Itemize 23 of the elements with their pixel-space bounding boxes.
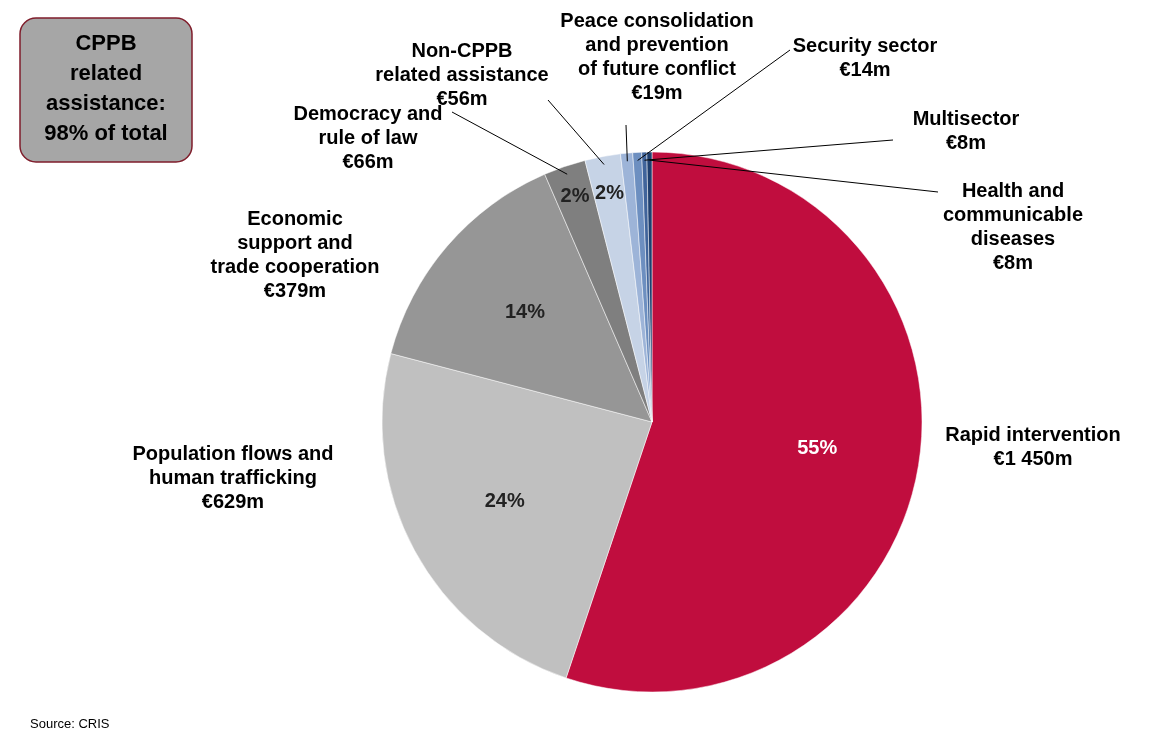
- text: 14%: [504, 300, 546, 323]
- source-note: Source: CRIS: [30, 716, 110, 731]
- data-label: €66m: [342, 150, 394, 172]
- slice-label: Rapid intervention: [945, 423, 1121, 445]
- text: CPPB related assistance: 98% of total: [44, 30, 168, 145]
- slice-label: Health and communicable diseases: [942, 179, 1084, 249]
- text: 55%: [797, 436, 838, 459]
- slice-label: Multisector: [912, 107, 1020, 129]
- data-label: €8m: [992, 251, 1034, 273]
- data-label: €629m: [201, 490, 265, 512]
- slice-label: Peace consolidation and prevention of future conflict: [560, 9, 754, 79]
- data-label: €1 450m: [993, 447, 1073, 469]
- data-label: €379m: [263, 279, 327, 301]
- data-label: €14m: [839, 58, 891, 80]
- slice-label: Population flows and human trafficking: [132, 442, 334, 488]
- text: 2%: [595, 181, 625, 203]
- slice-label: Non-CPPB related assistance: [375, 39, 549, 85]
- text: 24%: [484, 488, 525, 511]
- slice-label: Economic support and trade cooperation: [210, 207, 380, 277]
- data-label: €8m: [945, 131, 987, 153]
- text: 2%: [560, 184, 590, 207]
- data-label: €19m: [631, 81, 683, 103]
- slice-label: Security sector: [792, 34, 938, 56]
